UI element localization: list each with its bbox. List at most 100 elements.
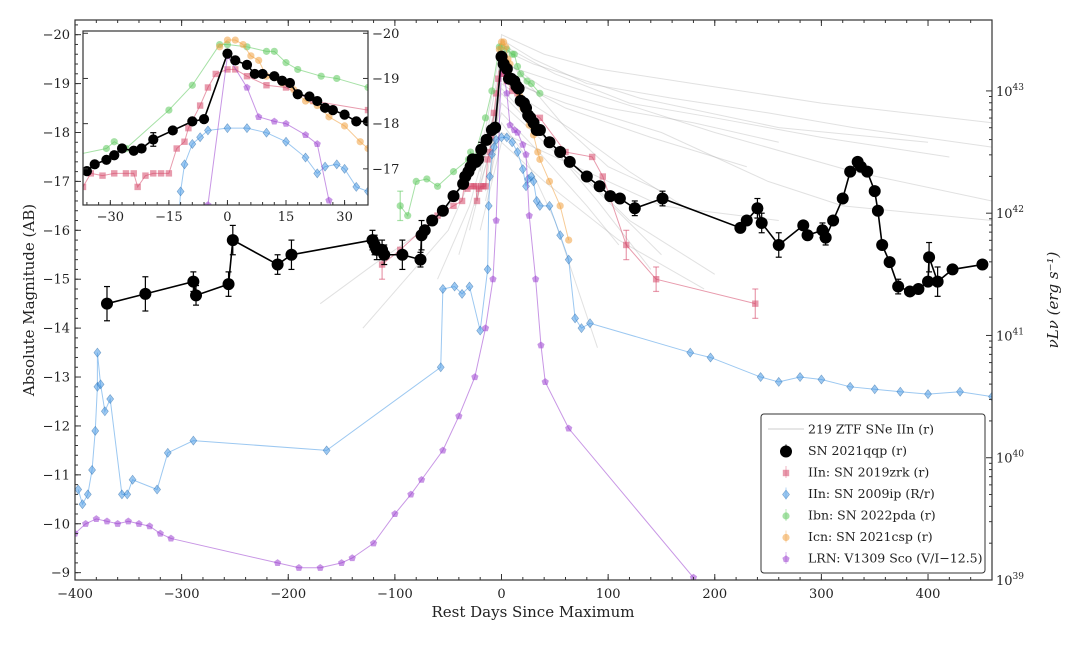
y-tick-label: −14 [43, 322, 70, 337]
data-point [782, 512, 790, 520]
data-point [378, 248, 391, 261]
data-point [325, 113, 333, 121]
data-point [103, 517, 111, 525]
data-point [519, 140, 527, 148]
data-point [83, 489, 92, 500]
data-point [173, 145, 180, 152]
data-point [48, 156, 55, 163]
data-point [262, 47, 271, 55]
ztf-curve [474, 73, 747, 206]
data-point [340, 163, 349, 174]
main-series [75, 38, 992, 580]
data-point [139, 287, 152, 300]
main-plot-frame [74, 19, 993, 581]
data-point [135, 519, 143, 527]
data-point [512, 82, 525, 95]
data-point [883, 256, 896, 269]
data-point [423, 175, 431, 183]
data-point [502, 43, 510, 51]
data-point [774, 376, 783, 387]
legend-entry: Ibn: SN 2022pda (r) [782, 508, 936, 523]
data-point [176, 186, 185, 197]
data-point [486, 148, 493, 156]
data-point [545, 200, 554, 211]
data-point [190, 289, 203, 302]
data-point [782, 533, 790, 542]
x-tick-label: 400 [916, 587, 941, 602]
data-point [533, 124, 546, 137]
data-point [931, 275, 944, 288]
data-point [270, 47, 278, 55]
data-point [128, 145, 139, 156]
y-tick-label: −11 [43, 468, 70, 483]
data-point [75, 484, 83, 495]
x-tick-label: −100 [377, 587, 413, 602]
data-point [861, 165, 874, 178]
ztf-curve [492, 33, 992, 157]
y-tick-label: −15 [43, 273, 70, 288]
data-point [263, 82, 270, 89]
data-point [817, 374, 826, 385]
data-point [706, 352, 715, 363]
data-point [391, 510, 399, 518]
data-point [490, 109, 498, 117]
data-point [187, 116, 198, 127]
data-point [593, 180, 606, 193]
data-point [510, 50, 518, 58]
data-point [502, 132, 511, 143]
inset-y-tick-label: −20 [372, 27, 399, 42]
data-point [876, 238, 889, 251]
data-point [146, 302, 153, 311]
inset-frame [82, 30, 369, 206]
y-tick-label: −17 [43, 175, 70, 190]
right-tick-label: 1040 [996, 450, 1024, 467]
data-point [686, 347, 695, 358]
data-point [109, 150, 120, 161]
inset-x-tick-label: 30 [336, 210, 353, 225]
data-point [222, 278, 235, 291]
data-point [912, 282, 925, 295]
data-point [871, 204, 884, 217]
data-point [782, 489, 790, 500]
data-point [356, 138, 364, 146]
data-point [333, 74, 341, 83]
ztf-curve [488, 82, 684, 207]
data-point [580, 170, 593, 183]
data-point [247, 52, 255, 60]
data-point [122, 170, 130, 177]
data-point [656, 180, 666, 190]
data-point [956, 386, 964, 397]
series-3 [396, 43, 544, 222]
ztf-curve [479, 141, 705, 290]
inset-x-tick-label: 15 [278, 210, 295, 225]
data-point [588, 153, 596, 161]
series-0 [83, 48, 666, 190]
data-point [398, 128, 408, 138]
data-point [976, 258, 989, 271]
data-point [628, 202, 641, 215]
data-point [522, 150, 530, 158]
data-point [449, 168, 458, 176]
legend-entry: IIn: SN 2019zrk (r) [782, 465, 929, 480]
data-point [364, 144, 368, 153]
data-point [536, 89, 544, 97]
data-point [96, 379, 105, 390]
data-point [797, 219, 810, 232]
data-point [312, 95, 323, 107]
data-point [458, 197, 466, 205]
data-point [180, 159, 189, 170]
data-point [681, 224, 687, 230]
data-point [455, 412, 463, 420]
data-point [185, 124, 192, 132]
x-tick-label: 300 [809, 587, 834, 602]
data-point [577, 323, 586, 334]
data-point [255, 113, 263, 120]
data-point [295, 563, 303, 571]
data-point [527, 79, 535, 88]
data-point [481, 114, 490, 122]
data-point [476, 325, 485, 336]
y-tick-label: −19 [43, 77, 70, 92]
data-point [282, 84, 290, 91]
data-point [517, 70, 525, 78]
